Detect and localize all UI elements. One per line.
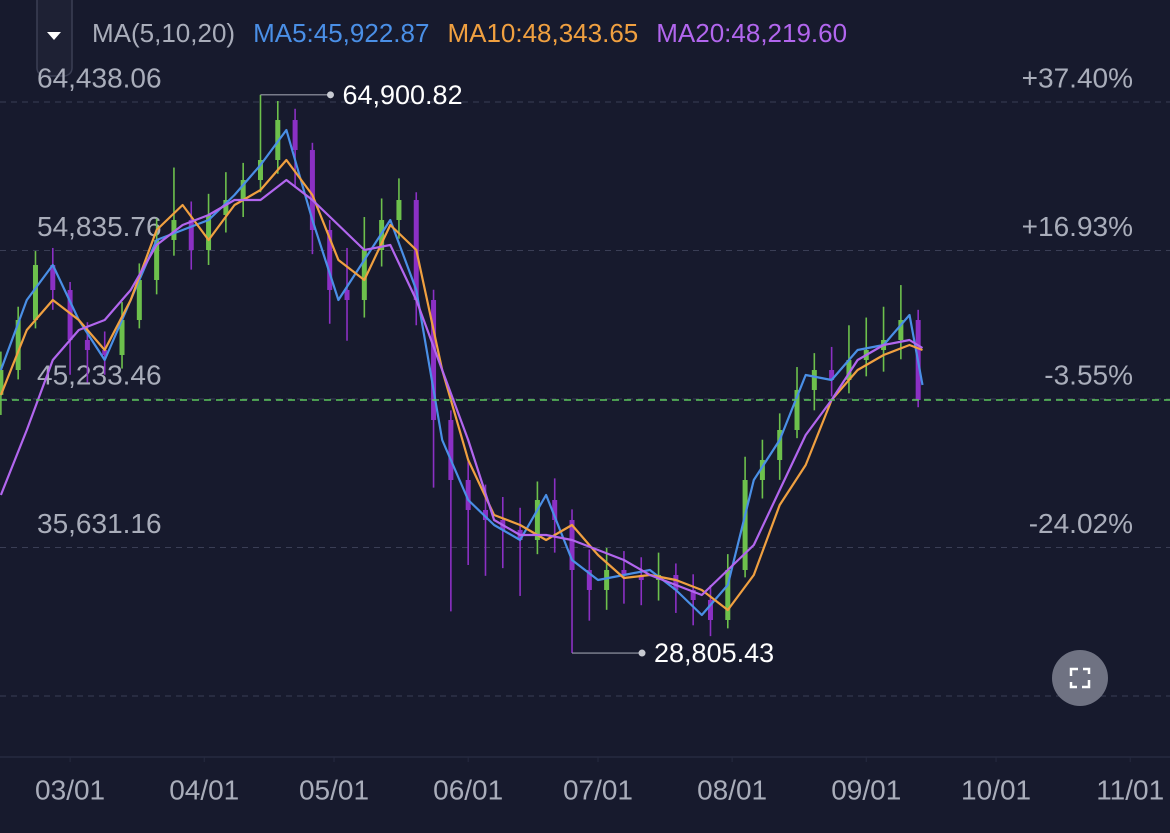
ma-line [0, 128, 924, 617]
y-tick-label: 64,438.06 [37, 62, 162, 93]
annotation-label: 64,900.82 [342, 80, 462, 110]
candle-body [84, 340, 90, 351]
y2-tick-label: +16.93% [1022, 211, 1133, 242]
candle-body [465, 479, 471, 510]
candle-body [206, 215, 212, 251]
candle-body [119, 320, 125, 356]
candle-body [448, 420, 454, 480]
fullscreen-icon[interactable] [1069, 667, 1091, 689]
candle-body [534, 500, 540, 541]
annotation-label: 28,805.43 [654, 638, 774, 668]
candle-body [725, 570, 731, 621]
y-tick-label: 45,233.46 [37, 359, 162, 390]
candle-body [102, 350, 108, 356]
annotation-dot [326, 91, 334, 99]
candle-body [482, 509, 488, 521]
candle-body [344, 290, 350, 301]
candle-body [396, 200, 402, 221]
candle-body [829, 370, 835, 380]
legend-entry: MA10:48,343.65 [447, 18, 638, 48]
x-tick-label: 08/01 [697, 774, 767, 805]
candle-body [552, 500, 558, 521]
fullscreen-circle[interactable] [1052, 650, 1108, 706]
candle-body [309, 150, 315, 230]
candle-body [188, 220, 194, 251]
candle-body [638, 574, 644, 580]
ma-line [0, 158, 923, 612]
candle-body [15, 320, 21, 371]
candle-body [846, 360, 852, 380]
candle-body [777, 429, 783, 460]
candle-body [759, 459, 765, 480]
candle-body [171, 220, 177, 241]
legend: MA(5,10,20) MA5:45,922.87 MA10:48,343.65 M… [92, 18, 847, 48]
candle-body [327, 229, 333, 291]
candle-body [586, 570, 592, 591]
legend-entry: MA20:48,219.60 [656, 18, 847, 48]
candle-body [223, 200, 229, 216]
x-tick-label: 05/01 [299, 774, 369, 805]
candle-body [0, 370, 4, 395]
candle-body [32, 265, 38, 321]
x-tick-label: 06/01 [433, 774, 503, 805]
candle-body [673, 574, 679, 591]
annotation-dot [638, 649, 646, 657]
candle-body [257, 160, 263, 181]
fullscreen-button[interactable] [1052, 650, 1108, 706]
candle-body [240, 180, 246, 201]
y-tick-label: 54,835.76 [37, 211, 162, 242]
legend-title: MA(5,10,20) [92, 18, 235, 48]
ma-line [0, 178, 924, 597]
candle-body [292, 120, 298, 151]
x-tick-label: 09/01 [831, 774, 901, 805]
dropdown-arrow[interactable] [47, 32, 61, 40]
candle-body [690, 590, 696, 601]
legend-entry: MA5:45,922.87 [253, 18, 429, 48]
candle-body [707, 600, 713, 621]
candle-body [154, 240, 160, 280]
x-tick-label: 03/01 [35, 774, 105, 805]
x-tick-label: 11/01 [1096, 774, 1164, 805]
candle-body [431, 300, 437, 421]
candle-body [811, 370, 817, 391]
candle-body [604, 570, 610, 591]
y-tick-label: 35,631.16 [37, 508, 162, 539]
candle-body [621, 570, 627, 575]
candle-body [794, 390, 800, 430]
y2-tick-label: +37.40% [1022, 62, 1133, 93]
dropdown-button[interactable] [36, 0, 73, 77]
candle-body [569, 520, 575, 571]
y2-tick-label: -3.55% [1044, 359, 1133, 390]
x-tick-label: 10/01 [961, 774, 1031, 805]
candle-body [136, 279, 142, 321]
candle-body [67, 290, 73, 341]
x-tick-label: 04/01 [169, 774, 239, 805]
y2-tick-label: -24.02% [1029, 508, 1133, 539]
candle-body [361, 250, 367, 301]
candle-body [742, 479, 748, 571]
candle-body [50, 265, 56, 291]
x-tick-label: 07/01 [563, 774, 633, 805]
candles [0, 94, 921, 654]
candle-body [898, 320, 904, 341]
